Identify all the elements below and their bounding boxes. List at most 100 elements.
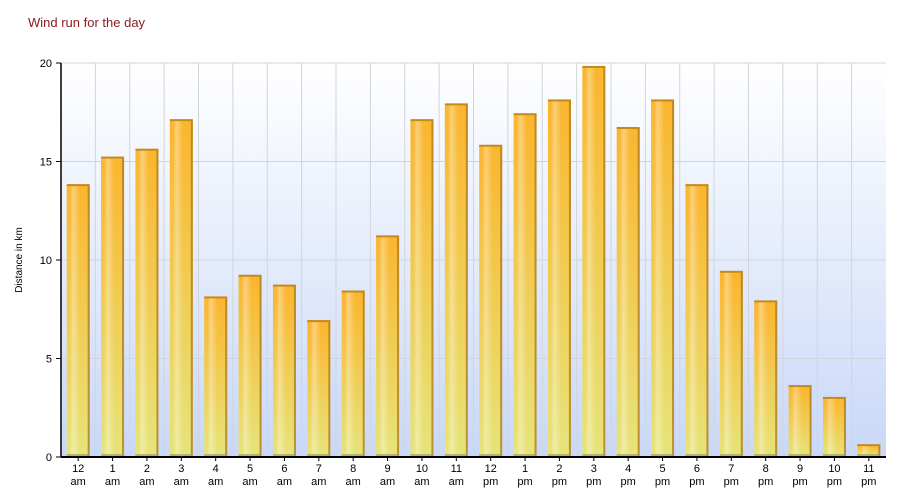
x-tick-label-hour: 2 [556,463,562,475]
bar-highlight [757,301,768,457]
x-tick-label-period: pm [861,476,876,488]
x-tick-label-period: am [71,476,86,488]
bar-side [122,157,125,457]
bar [341,290,365,457]
x-tick-label-hour: 7 [316,463,322,475]
bar [410,119,434,457]
x-tick-label-hour: 8 [763,463,769,475]
bar-base [651,454,675,457]
bar [307,320,331,457]
x-tick-label-hour: 3 [591,463,597,475]
x-tick-label-hour: 7 [728,463,734,475]
bar-cap [651,99,675,102]
x-tick-label-hour: 9 [797,463,803,475]
bar-base [169,454,193,457]
bar [513,113,537,457]
x-tick-label-hour: 5 [247,463,253,475]
bar-side [156,149,159,457]
bar-side [672,100,675,458]
bar [204,296,228,457]
bar-highlight [172,120,184,457]
y-axis-title: Distance in km [14,227,25,293]
bar-cap [376,235,400,238]
x-tick-label-period: pm [792,476,807,488]
x-tick-label-hour: 9 [385,463,391,475]
x-tick-label-period: am [380,476,395,488]
x-tick-label-period: am [449,476,464,488]
bar-base [66,454,90,457]
x-tick-label-period: am [346,476,361,488]
axes [56,62,886,461]
bar-highlight [207,297,218,457]
x-tick-label-period: pm [483,476,498,488]
bar [479,144,503,458]
x-tick-label-hour: 4 [625,463,631,475]
bar-highlight [69,185,81,457]
x-tick-label-period: pm [724,476,739,488]
bar-cap [754,300,778,303]
bar-cap [513,113,537,116]
x-tick-label-hour: 5 [660,463,666,475]
bar-highlight [516,114,527,457]
x-tick-label-period: pm [758,476,773,488]
bar-cap [135,148,159,151]
bar [788,385,812,457]
bar [66,184,90,457]
bar [582,65,606,457]
bar-base [410,454,434,457]
bar-highlight [619,128,631,457]
bar-highlight [825,397,837,457]
bar-base [444,454,468,457]
bar-base [204,454,228,457]
bar-side [362,291,365,457]
x-tick-label-period: am [242,476,257,488]
bar-cap [204,296,228,299]
bar-side [809,386,812,457]
bar-cap [444,103,468,106]
bar-highlight [413,120,424,457]
bar-cap [66,184,90,187]
bar-base [788,454,812,457]
bar-cap [857,444,881,447]
bar [685,184,709,457]
bar-cap [410,119,434,122]
bar-highlight [104,157,115,457]
bar-side [465,104,468,458]
x-tick-label-period: am [174,476,189,488]
bar-highlight [688,185,699,457]
bar-side [637,128,640,457]
bar-cap [582,65,606,68]
bar-base [376,454,400,457]
bar-highlight [791,386,802,457]
bar-base [341,454,365,457]
bar [719,270,743,457]
bar-side [534,114,537,457]
tick-labels: 0510152012am1am2am3am4am5am6am7am8am9am1… [40,58,877,488]
bar [616,127,640,457]
bar-cap [616,127,640,130]
bar [376,235,400,457]
bar-side [706,185,709,457]
bar-cap [101,156,125,159]
bar-cap [307,320,331,323]
y-tick-label: 10 [40,255,52,267]
bar-side [431,120,434,457]
bar-cap [238,274,262,277]
bar [857,444,881,457]
bar-base [685,454,709,457]
bar-highlight [379,236,390,457]
bar-highlight [722,271,734,457]
x-tick-label-hour: 6 [694,463,700,475]
x-tick-label-hour: 12 [485,463,497,475]
bar-base [272,454,296,457]
bar-side [225,297,228,457]
bar-base [479,454,503,457]
bar-base [238,454,262,457]
bar [238,274,262,457]
bar-side [878,445,881,457]
x-tick-label-hour: 11 [863,463,874,475]
gridlines [61,62,886,457]
bar-side [87,185,90,457]
x-tick-label-period: pm [827,476,842,488]
